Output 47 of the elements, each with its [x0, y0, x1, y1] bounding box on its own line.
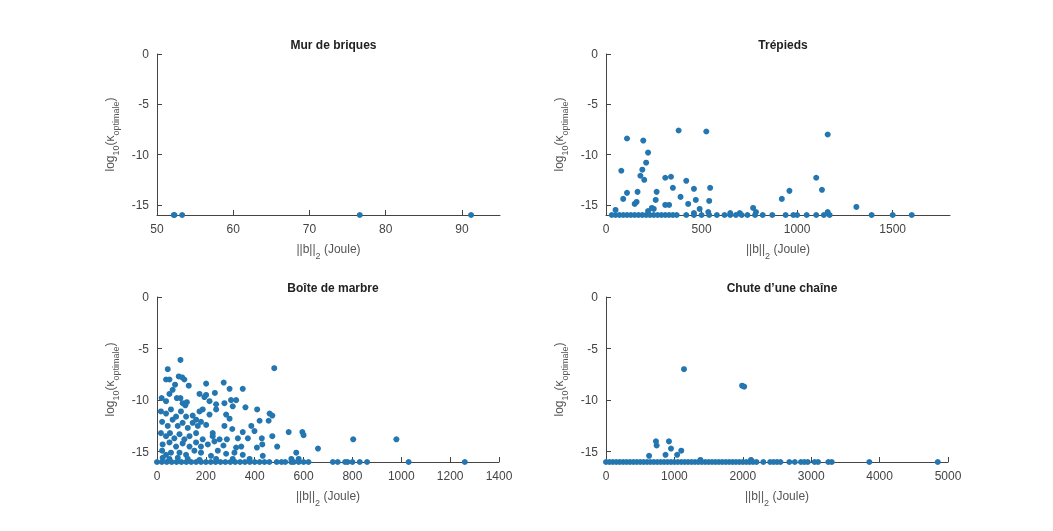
x-tick-label: 200 — [195, 469, 217, 483]
y-tick-label: -10 — [580, 147, 599, 162]
y-tick-label: 0 — [591, 47, 599, 61]
x-tick-label: 1000 — [783, 222, 811, 236]
y-tick-label: 0 — [142, 47, 150, 61]
y-tick-label: -15 — [580, 197, 599, 212]
y-tick-label: -10 — [131, 147, 150, 162]
y-tick-label: -10 — [580, 393, 599, 408]
x-tick-label: 3000 — [797, 469, 825, 483]
y-axis-title: log10(κoptimale) — [102, 342, 122, 417]
x-tick-label: 60 — [226, 222, 241, 236]
x-tick-label: 0 — [602, 222, 610, 236]
y-tick-label: -15 — [131, 444, 150, 459]
x-tick-label: 5000 — [934, 469, 962, 483]
y-axis-title: log10(κoptimale) — [551, 97, 571, 172]
chart-title: Chute d’une chaîne — [726, 281, 838, 295]
chart-title: Boîte de marbre — [287, 281, 380, 295]
y-tick-label: -15 — [131, 197, 150, 212]
x-tick-label: 1000 — [387, 469, 415, 483]
y-tick-label: -5 — [587, 97, 599, 112]
chart-title: Mur de briques — [290, 38, 377, 52]
y-tick-label: 0 — [142, 290, 150, 304]
y-tick-label: 0 — [591, 290, 599, 304]
x-tick-label: 90 — [455, 222, 469, 236]
x-tick-label: 1200 — [436, 469, 464, 483]
x-tick-label: 1000 — [661, 469, 689, 483]
y-axis-title: log10(κoptimale) — [551, 342, 571, 417]
y-tick-label: -5 — [587, 341, 599, 356]
x-tick-label: 70 — [302, 222, 317, 236]
x-tick-label: 1400 — [485, 469, 513, 483]
x-tick-label: 1500 — [879, 222, 907, 236]
x-tick-label: 600 — [293, 469, 314, 483]
x-tick-label: 50 — [150, 222, 164, 236]
y-tick-label: -15 — [580, 444, 599, 459]
x-tick-label: 0 — [602, 469, 610, 483]
y-tick-label: -5 — [138, 97, 150, 112]
y-axis-title: log10(κoptimale) — [102, 97, 122, 172]
x-tick-label: 4000 — [866, 469, 894, 483]
x-tick-label: 400 — [244, 469, 266, 483]
x-tick-label: 800 — [342, 469, 363, 483]
x-tick-label: 0 — [153, 469, 161, 483]
y-tick-label: -5 — [138, 341, 150, 356]
y-tick-label: -10 — [131, 393, 150, 408]
x-tick-label: 2000 — [729, 469, 757, 483]
x-tick-label: 500 — [691, 222, 712, 236]
chart-title: Trépieds — [758, 38, 808, 52]
x-tick-label: 80 — [378, 222, 393, 236]
